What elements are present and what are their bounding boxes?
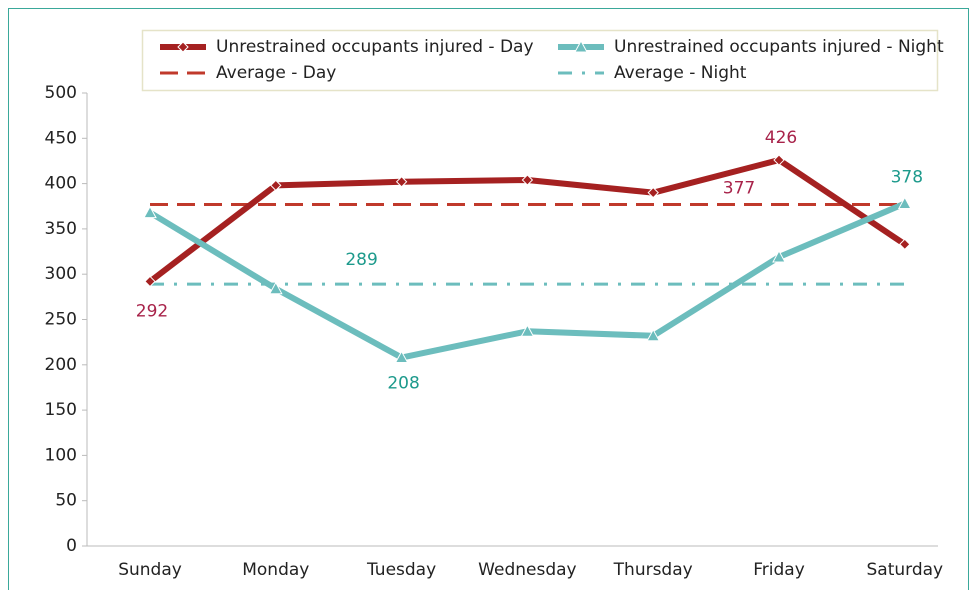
y-tick-label: 450 (45, 128, 77, 148)
legend-box (141, 29, 939, 92)
x-tick-label: Thursday (613, 560, 693, 580)
marker (270, 179, 282, 192)
x-tick-label: Tuesday (366, 560, 436, 580)
legend-label: Average - Night (614, 63, 747, 83)
y-tick-label: 200 (45, 355, 77, 375)
y-tick-label: 500 (45, 83, 77, 103)
y-tick-label: 50 (55, 491, 77, 511)
marker (647, 186, 659, 199)
marker (394, 350, 409, 364)
x-tick-label: Monday (242, 560, 309, 580)
marker (268, 281, 283, 295)
marker (773, 154, 785, 166)
x-tick-label: Sunday (118, 560, 182, 580)
marker (899, 238, 911, 251)
data-label: 426 (765, 128, 797, 148)
marker (646, 328, 661, 342)
legend-label: Average - Day (216, 63, 336, 83)
y-tick-label: 150 (45, 400, 77, 420)
y-tick-label: 350 (45, 219, 77, 239)
data-label: 377 (723, 178, 755, 198)
x-tick-label: Friday (753, 560, 805, 580)
data-label: 208 (387, 374, 419, 394)
marker (177, 41, 189, 53)
frame (8, 8, 969, 590)
marker (395, 176, 408, 188)
x-tick-label: Wednesday (478, 560, 576, 580)
data-label: 378 (891, 168, 923, 188)
marker (574, 39, 588, 53)
y-tick-label: 100 (45, 445, 77, 465)
marker (144, 275, 156, 288)
legend-label: Unrestrained occupants injured - Night (614, 37, 944, 57)
marker (143, 205, 157, 219)
y-tick-label: 400 (45, 174, 77, 194)
marker (897, 196, 912, 210)
y-tick-label: 300 (45, 264, 77, 284)
marker (520, 324, 535, 337)
data-label: 292 (136, 301, 168, 321)
marker (521, 174, 534, 186)
data-label: 289 (345, 250, 377, 270)
x-tick-label: Saturday (866, 560, 943, 580)
y-tick-label: 250 (45, 310, 77, 330)
legend-label: Unrestrained occupants injured - Day (216, 37, 534, 57)
y-tick-label: 0 (66, 536, 77, 556)
marker (772, 249, 786, 263)
